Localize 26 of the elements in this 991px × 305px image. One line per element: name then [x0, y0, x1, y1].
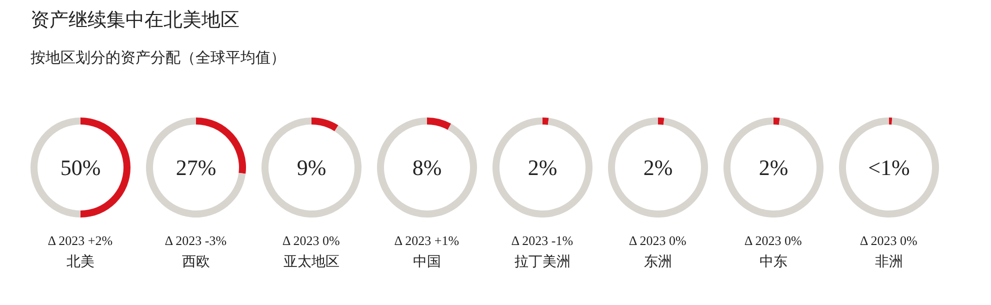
text: 西欧: [182, 255, 210, 270]
text: 东洲: [644, 254, 672, 270]
text: 非洲: [875, 254, 903, 270]
text: Δ 2023 +2%: [48, 233, 113, 248]
text: Δ 2023 0%: [628, 233, 687, 248]
text: 资产继续集中在北美地区: [30, 9, 240, 31]
data-label: 9%: [296, 155, 326, 180]
text: Δ 2023 -3%: [164, 233, 227, 248]
text: 中国: [413, 254, 441, 270]
data-label: <1%: [868, 155, 910, 180]
text: 拉丁美洲: [514, 254, 570, 270]
text: 按地区划分的资产分配（全球平均值）: [30, 50, 286, 66]
text: 亚太地区: [284, 254, 340, 270]
text: Δ 2023 -1%: [511, 233, 574, 248]
data-label: 2%: [528, 155, 558, 180]
text: Δ 2023 0%: [282, 233, 340, 248]
text: 中东: [760, 254, 788, 270]
text: Δ 2023 0%: [860, 233, 918, 248]
text: Δ 2023 0%: [744, 233, 802, 248]
data-label: 27%: [176, 155, 216, 180]
data-label: 50%: [60, 155, 101, 180]
data-label: 8%: [412, 155, 442, 180]
text: 北美: [66, 254, 94, 270]
data-label: 2%: [643, 155, 673, 180]
data-label: 2%: [758, 155, 788, 180]
text: Δ 2023 +1%: [394, 233, 460, 248]
